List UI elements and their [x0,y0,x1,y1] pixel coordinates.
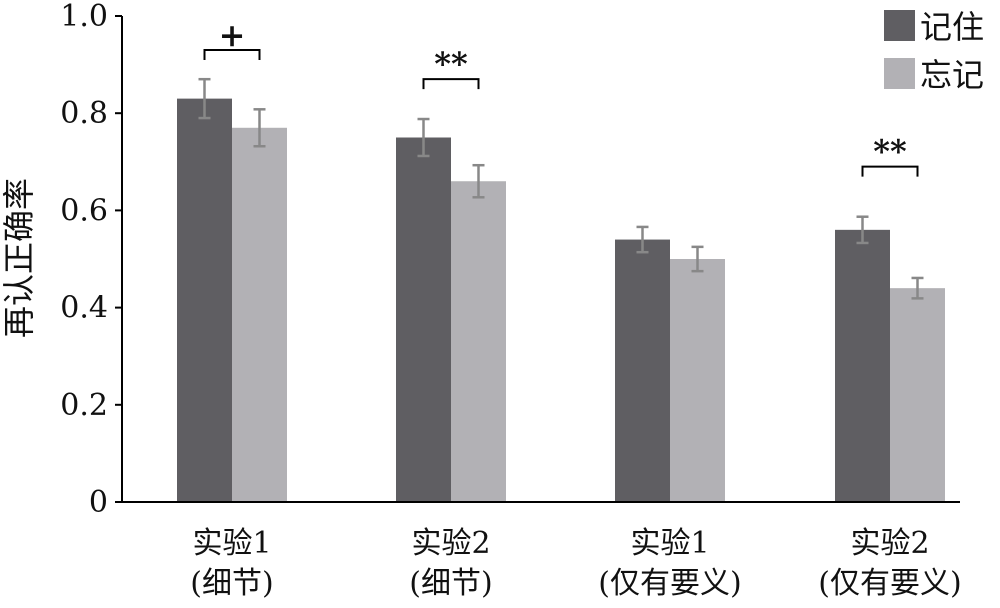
x-category-labels: 实验1 (细节) 实验2 (细节) 实验1 (仅有要义) 实验2 (仅有要义) [190,526,961,601]
error-bar-remember-1 [198,77,211,120]
legend-label-forget: 忘记 [920,56,984,94]
significance-bracket-1: + [203,16,261,61]
bar-forget-3 [670,259,725,502]
significance-bracket-2: ** [422,45,480,90]
x-category-label-4-line2: (仅有要义) [818,566,961,601]
error-bar-remember-3 [636,225,649,254]
bars-layer [177,98,945,503]
bar-remember-1 [177,98,232,503]
bar-forget-1 [232,127,287,502]
y-tick-label-5: 1.0 [60,0,108,34]
legend-item-forget: 忘记 [884,56,984,94]
significance-bracket-3: ** [861,133,919,177]
y-tick-label-4: 0.8 [60,96,108,131]
error-bar-remember-2 [417,117,430,158]
x-category-label-4-line1: 实验2 [850,526,929,561]
y-axis-label: 再认正确率 [0,178,38,338]
bar-forget-4 [890,288,945,502]
bar-remember-3 [615,239,670,502]
x-category-label-3-line2: (仅有要义) [598,566,741,601]
error-bar-forget-2 [472,163,485,199]
y-tick-label-2: 0.4 [60,291,108,326]
y-tick-labels: 0 0.2 0.4 0.6 0.8 1.0 [60,0,108,520]
error-bar-forget-1 [253,108,266,148]
error-bar-forget-3 [691,245,704,273]
significance-layer: + ** ** [203,16,919,177]
bar-remember-4 [835,229,890,502]
bar-forget-2 [451,181,506,503]
y-tick-label-1: 0.2 [60,388,108,423]
x-category-label-1-line1: 实验1 [192,526,271,561]
x-category-label-2-line2: (细节) [409,566,492,601]
x-category-label-1-line2: (细节) [190,566,273,601]
x-category-label-2-line1: 实验2 [411,526,490,561]
x-category-label-3-line1: 实验1 [630,526,709,561]
significance-label-1: + [219,16,246,54]
error-bar-forget-4 [911,276,924,300]
significance-label-2: ** [434,45,468,83]
legend-label-remember: 记住 [920,8,984,46]
legend-swatch-forget [884,58,915,89]
legend-swatch-remember [884,10,915,41]
error-bars-layer [198,77,924,300]
legend-item-remember: 记住 [884,8,984,46]
significance-label-3: ** [873,133,907,171]
y-tick-label-0: 0 [89,485,108,520]
axes-layer [115,15,960,503]
error-bar-remember-4 [856,215,869,245]
bar-remember-2 [396,137,451,502]
y-tick-label-3: 0.6 [60,193,108,228]
